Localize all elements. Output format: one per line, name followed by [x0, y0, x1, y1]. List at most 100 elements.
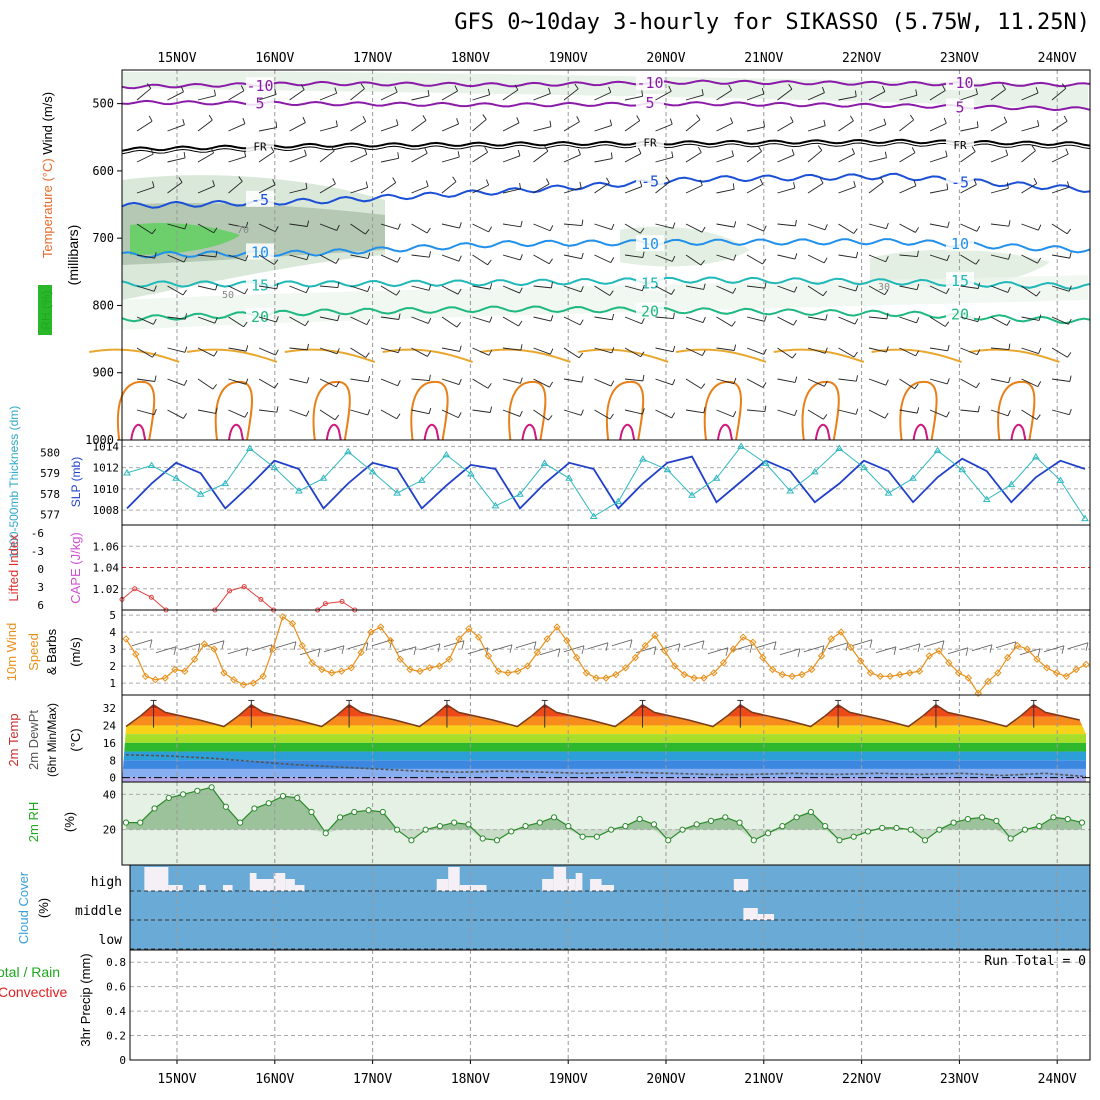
wind-barb-10m-flag: [389, 639, 393, 648]
wind-barb: [624, 409, 643, 415]
wind-barb: [441, 156, 460, 163]
minmax-ylabel: (6hr Min/Max): [45, 703, 59, 777]
wind-barb-flag: [1038, 347, 1042, 354]
wind-barb: [1021, 378, 1039, 388]
wind-barb: [594, 254, 612, 264]
wind-speed-point: [1062, 672, 1071, 681]
wind-barb: [502, 378, 521, 384]
wind-barb: [655, 347, 674, 353]
wind-barb-10m: [515, 641, 537, 649]
rh-point: [336, 814, 344, 821]
wind-barb-10m-flag: [725, 647, 729, 656]
wind-barb-flag: [152, 181, 155, 188]
wind-barb: [990, 409, 1009, 417]
axis-label-part: Cloud Cover: [16, 871, 31, 944]
wind-barb-flag: [428, 251, 431, 258]
wind-barb: [350, 409, 368, 416]
wind-barb: [502, 347, 521, 351]
wind-barb-flag: [392, 177, 397, 183]
wind-barb-flag: [487, 88, 491, 95]
slp-line: [126, 445, 1086, 519]
wind-barb-10m-flag: [677, 643, 681, 652]
wind-speed-point: [661, 647, 669, 655]
wind-barb: [685, 409, 704, 414]
cloud-middle-block: [757, 914, 775, 920]
wind-barb: [807, 182, 824, 194]
wind-barb: [746, 378, 764, 388]
axis-label-part: 2m RH: [26, 802, 41, 842]
precip-tick-label: 0.8: [106, 956, 126, 969]
isotherm-diurnal-hot: [619, 423, 636, 441]
rh-point: [465, 821, 472, 828]
wind-barb-flag: [824, 224, 828, 231]
wind-barb: [594, 182, 610, 194]
cloud-middle-block: [743, 908, 758, 920]
isotherm-label: -10: [246, 77, 273, 95]
wind-speed-point: [1072, 665, 1080, 674]
wind-barb: [777, 409, 795, 416]
wind-barb-flag: [790, 116, 794, 123]
wind-speed-point: [896, 670, 904, 679]
wind-barb-flag: [788, 83, 793, 90]
rh-shade-upper: [122, 71, 1088, 110]
rh-point: [822, 823, 829, 830]
wind-barb-flag: [701, 350, 706, 356]
wind-barb-10m: [371, 639, 393, 647]
wind-barb-flag: [306, 220, 310, 227]
li-tick-label: 0: [37, 563, 44, 576]
wind-barb-flag: [150, 148, 154, 155]
slp-point: [688, 491, 696, 498]
cape-point: [148, 594, 154, 600]
wind-barb: [502, 254, 521, 261]
wind-barb-flag: [671, 412, 676, 419]
rh-point: [1007, 835, 1014, 842]
wind-barb-flag: [946, 378, 950, 385]
wind-barb-flag: [1037, 257, 1042, 264]
cloud-level-label: low: [99, 933, 123, 948]
wind-barb-10m-flag: [773, 641, 777, 650]
wind-barb-10m-flag: [989, 644, 993, 653]
wind-barb-flag: [944, 321, 950, 327]
wind-barb-flag: [641, 284, 645, 291]
wind-barb-flag: [397, 346, 401, 353]
wind-barb-flag: [154, 375, 157, 382]
wind-barb-flag: [396, 290, 401, 296]
wind-barb: [533, 316, 552, 322]
isotherm-label: 20: [251, 308, 269, 326]
wind-barb-flag: [482, 114, 487, 120]
wind-barb-flag: [916, 250, 919, 257]
wind-barb: [746, 409, 765, 413]
li-ylabel: Lifted Index: [6, 534, 21, 602]
wind-barb-10m: [995, 641, 1017, 649]
wind-barb: [319, 223, 337, 231]
wind-barb: [289, 89, 305, 101]
wind-barb: [350, 88, 365, 101]
wind-barb: [594, 285, 611, 296]
slp-point: [786, 487, 795, 494]
wind-barb: [380, 285, 397, 296]
wind-barb-flag: [240, 85, 245, 91]
rh-point: [636, 815, 643, 823]
isotherm-label-bg: [636, 132, 664, 149]
wind-speed-point: [602, 674, 610, 682]
wind-barb: [960, 409, 979, 413]
wind-speed-point: [1043, 664, 1051, 672]
wind-barb: [807, 92, 825, 101]
wind-barb: [350, 285, 368, 292]
wind-barb-flag: [793, 319, 798, 326]
isotherm-label-bg: [246, 307, 274, 324]
wind-barb-flag: [578, 352, 584, 359]
wind-barb: [197, 119, 213, 132]
rh-point: [237, 819, 244, 826]
wind-barb: [380, 378, 398, 387]
wind-barb-flag: [1069, 375, 1072, 382]
temp-bands: [122, 704, 1086, 782]
wind-barb-flag: [700, 383, 706, 389]
wind-barb: [533, 409, 549, 421]
wind-barb: [1051, 186, 1070, 194]
wind-speed-point: [386, 636, 395, 645]
rh-point: [479, 835, 486, 842]
wind-barb: [594, 347, 612, 354]
wind-barb: [716, 316, 733, 327]
rh-point: [836, 837, 843, 844]
